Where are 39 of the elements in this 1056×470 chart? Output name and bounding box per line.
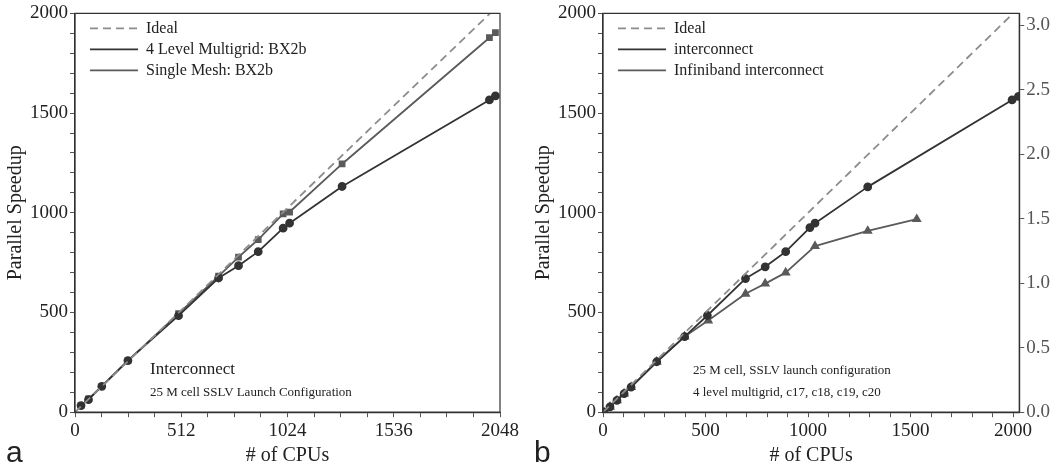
y-axis-title: Parallel Speedup — [531, 145, 555, 281]
x-tick-label: 500 — [691, 418, 720, 440]
x-tick-label: 1500 — [891, 418, 930, 440]
text: b — [534, 435, 551, 468]
y-tick-label: 2000 — [558, 1, 596, 23]
x-axis-title: # of CPUs — [769, 443, 854, 466]
annotation: 25 M cell, SSLV launch configuration — [693, 362, 892, 378]
legend-label: Single Mesh: BX2b — [146, 60, 274, 79]
y2-tick-label: 1.0 — [1026, 271, 1050, 293]
y-tick-label: 500 — [567, 300, 596, 322]
annotation: Interconnect — [150, 359, 236, 379]
x-tick-label: 1536 — [374, 418, 413, 440]
y2-tick-label: 1.5 — [1026, 206, 1050, 228]
y-tick-label: 500 — [39, 300, 68, 322]
y-axis-title: Parallel Speedup — [3, 145, 27, 281]
y2-tick-label: 2.0 — [1026, 142, 1050, 164]
y-tick-label: 0 — [586, 400, 596, 422]
legend-label: Ideal — [146, 18, 179, 36]
y2-tick-label: 0.5 — [1026, 335, 1050, 357]
x-tick-label: 512 — [167, 418, 196, 440]
y-tick-label: 1500 — [30, 101, 68, 123]
y-tick-label: 1500 — [558, 101, 596, 123]
legend-label: Infiniband interconnect — [674, 60, 825, 78]
y2-tick-label: 2.5 — [1026, 77, 1050, 99]
x-tick-label: 1000 — [789, 418, 828, 440]
y-tick-label: 2000 — [30, 1, 68, 23]
y-tick-label: 1000 — [558, 200, 596, 222]
annotation: 25 M cell SSLV Launch Configuration — [150, 384, 353, 400]
y-tick-label: 1000 — [30, 200, 68, 222]
legend-label: 4 Level Multigrid: BX2b — [146, 39, 307, 58]
legend-label: Ideal — [674, 18, 707, 36]
x-tick-label: 1024 — [268, 418, 307, 440]
legend-label: interconnect — [674, 39, 754, 57]
annotation: 4 level multigrid, c17, c18, c19, c20 — [693, 384, 881, 400]
y-tick-label: 0 — [58, 400, 68, 422]
text: a — [6, 435, 23, 468]
x-axis-title: # of CPUs — [245, 443, 330, 466]
y2-tick-label: 3.0 — [1026, 13, 1050, 34]
x-tick-label: 2048 — [481, 418, 519, 440]
